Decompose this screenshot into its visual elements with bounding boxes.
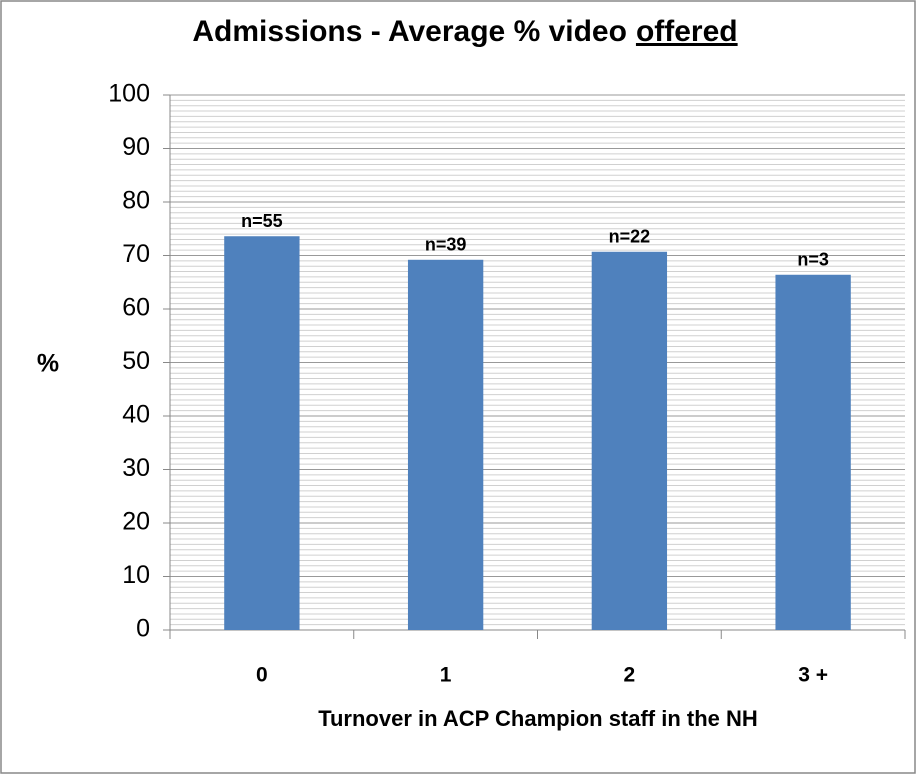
y-tick-label: 100 bbox=[108, 80, 150, 108]
y-tick-label: 0 bbox=[136, 615, 150, 643]
y-tick-label: 70 bbox=[122, 240, 150, 268]
y-tick-label: 10 bbox=[122, 561, 150, 589]
y-tick-label: 50 bbox=[122, 347, 150, 375]
bar-annotation: n=55 bbox=[241, 211, 283, 231]
bar bbox=[407, 259, 484, 630]
x-axis-label: Turnover in ACP Champion staff in the NH bbox=[318, 706, 758, 731]
y-tick-label: 40 bbox=[122, 401, 150, 429]
y-tick-label: 80 bbox=[122, 187, 150, 215]
title-main: Admissions - Average % video bbox=[192, 15, 627, 48]
y-tick-label: 30 bbox=[122, 454, 150, 482]
x-tick-label: 0 bbox=[256, 664, 268, 687]
chart-title: Admissions - Average % video offered bbox=[192, 15, 737, 48]
x-tick-label: 1 bbox=[440, 664, 452, 687]
bar-annotation: n=39 bbox=[425, 235, 467, 255]
bar-annotation: n=3 bbox=[797, 250, 829, 270]
y-tick-label: 60 bbox=[122, 294, 150, 322]
bar bbox=[775, 274, 851, 630]
bar bbox=[224, 236, 300, 631]
x-tick-label: 2 bbox=[624, 664, 636, 687]
bar-annotation: n=22 bbox=[609, 227, 651, 247]
y-tick-label: 90 bbox=[122, 133, 150, 161]
title-underlined: offered bbox=[636, 15, 738, 48]
bar bbox=[591, 251, 668, 630]
x-tick-label: 3 + bbox=[798, 664, 828, 687]
y-tick-label: 20 bbox=[122, 508, 150, 536]
y-axis-label: % bbox=[37, 350, 59, 378]
